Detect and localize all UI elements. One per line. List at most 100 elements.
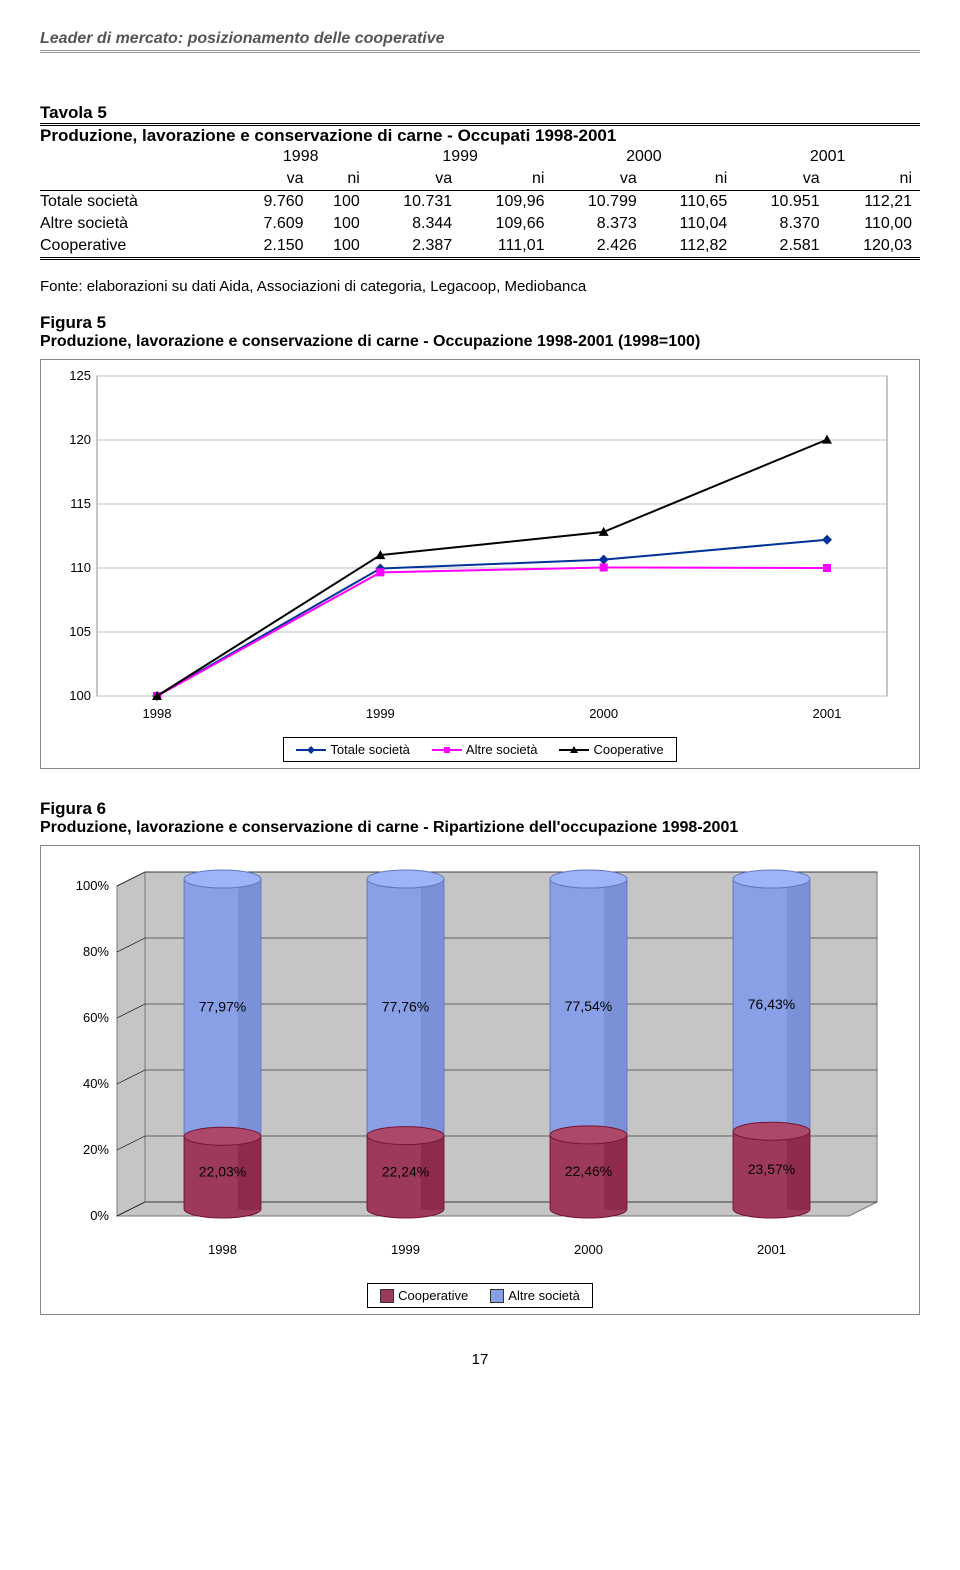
svg-text:77,97%: 77,97% (199, 999, 246, 1015)
svg-text:1999: 1999 (366, 706, 395, 721)
figura6-block: Figura 6 Produzione, lavorazione e conse… (40, 799, 920, 1315)
figura5-block: Figura 5 Produzione, lavorazione e conse… (40, 313, 920, 769)
fig5-title: Produzione, lavorazione e conservazione … (40, 333, 920, 351)
svg-text:110: 110 (70, 560, 91, 575)
svg-text:1998: 1998 (143, 706, 172, 721)
cell: 8.344 (368, 213, 460, 235)
cell: 111,01 (460, 235, 552, 257)
cell: 109,66 (460, 213, 552, 235)
row-label: Cooperative (40, 235, 234, 257)
row-label: Totale società (40, 191, 234, 214)
cell: 120,03 (828, 235, 920, 257)
legend-label: Altre società (466, 742, 538, 757)
cell: 10.799 (552, 191, 644, 214)
legend-swatch (490, 1289, 504, 1303)
svg-text:2001: 2001 (813, 706, 842, 721)
cell: 110,65 (645, 191, 735, 214)
cell: 100 (312, 235, 368, 257)
sub-col: ni (645, 168, 735, 191)
legend-label: Cooperative (398, 1288, 468, 1303)
sub-col: va (234, 168, 312, 191)
sub-col: ni (828, 168, 920, 191)
tavola-table: 1998 1999 2000 2001 va ni va ni va ni va… (40, 146, 920, 257)
sub-col: va (735, 168, 827, 191)
year-col: 1999 (368, 146, 553, 168)
cell: 10.731 (368, 191, 460, 214)
cell: 8.373 (552, 213, 644, 235)
svg-text:100: 100 (69, 688, 91, 703)
cell: 2.387 (368, 235, 460, 257)
cylinder-chart-svg: 0%20%40%60%80%100%77,97%22,03%199877,76%… (47, 852, 907, 1272)
legend-label: Totale società (330, 742, 410, 757)
fig6-legend: Cooperative Altre società (367, 1283, 593, 1308)
svg-text:76,43%: 76,43% (748, 996, 795, 1012)
cell: 2.426 (552, 235, 644, 257)
svg-text:2000: 2000 (574, 1242, 603, 1257)
page-number: 17 (40, 1351, 920, 1368)
legend-item: Altre società (432, 742, 538, 757)
svg-text:23,57%: 23,57% (748, 1161, 795, 1177)
cell: 112,82 (645, 235, 735, 257)
tavola-label: Tavola 5 (40, 103, 920, 123)
fig5-legend: Totale società Altre società Cooperative (283, 737, 676, 762)
table-row: Cooperative2.1501002.387111,012.426112,8… (40, 235, 920, 257)
legend-label: Altre società (508, 1288, 580, 1303)
cell: 110,04 (645, 213, 735, 235)
cell: 8.370 (735, 213, 827, 235)
svg-text:120: 120 (69, 432, 91, 447)
svg-text:1999: 1999 (391, 1242, 420, 1257)
svg-text:60%: 60% (83, 1010, 109, 1025)
svg-text:115: 115 (70, 496, 91, 511)
sub-col: ni (460, 168, 552, 191)
sub-col: va (552, 168, 644, 191)
svg-text:2000: 2000 (589, 706, 618, 721)
fig6-title: Produzione, lavorazione e conservazione … (40, 819, 920, 837)
svg-text:100%: 100% (76, 878, 110, 893)
year-col: 2001 (735, 146, 920, 168)
svg-text:77,54%: 77,54% (565, 998, 612, 1014)
svg-text:80%: 80% (83, 944, 109, 959)
row-label: Altre società (40, 213, 234, 235)
page-header: Leader di mercato: posizionamento delle … (40, 30, 920, 53)
header-title: Leader di mercato: posizionamento delle … (40, 30, 445, 47)
svg-text:2001: 2001 (757, 1242, 786, 1257)
svg-text:22,03%: 22,03% (199, 1164, 246, 1180)
sub-col: va (368, 168, 460, 191)
cell: 9.760 (234, 191, 312, 214)
line-chart-svg: 100 105 110 115 120 125 1998 1999 2000 2001 (47, 366, 907, 726)
svg-text:77,76%: 77,76% (382, 998, 429, 1014)
cell: 10.951 (735, 191, 827, 214)
svg-text:105: 105 (69, 624, 91, 639)
cell: 2.150 (234, 235, 312, 257)
year-col: 1998 (234, 146, 368, 168)
svg-text:125: 125 (69, 368, 91, 383)
svg-text:22,24%: 22,24% (382, 1163, 429, 1179)
cell: 100 (312, 213, 368, 235)
cell: 112,21 (828, 191, 920, 214)
fig6-chart: 0%20%40%60%80%100%77,97%22,03%199877,76%… (40, 845, 920, 1315)
fig5-label: Figura 5 (40, 313, 920, 333)
svg-text:22,46%: 22,46% (565, 1163, 612, 1179)
svg-text:20%: 20% (83, 1142, 109, 1157)
svg-text:1998: 1998 (208, 1242, 237, 1257)
svg-text:0%: 0% (90, 1208, 109, 1223)
tavola-title: Produzione, lavorazione e conservazione … (40, 126, 920, 146)
table-row: Altre società7.6091008.344109,668.373110… (40, 213, 920, 235)
cell: 7.609 (234, 213, 312, 235)
fonte-text: Fonte: elaborazioni su dati Aida, Associ… (40, 278, 920, 295)
legend-label: Cooperative (593, 742, 663, 757)
cell: 109,96 (460, 191, 552, 214)
legend-item: Cooperative (380, 1288, 468, 1303)
legend-swatch (380, 1289, 394, 1303)
cell: 100 (312, 191, 368, 214)
legend-item: Cooperative (559, 742, 663, 757)
cell: 110,00 (828, 213, 920, 235)
legend-item: Altre società (490, 1288, 580, 1303)
fig6-label: Figura 6 (40, 799, 920, 819)
cell: 2.581 (735, 235, 827, 257)
sub-col: ni (312, 168, 368, 191)
legend-item: Totale società (296, 742, 410, 757)
fig5-chart: 100 105 110 115 120 125 1998 1999 2000 2001 Total… (40, 359, 920, 769)
table-row: Totale società9.76010010.731109,9610.799… (40, 191, 920, 214)
year-col: 2000 (552, 146, 735, 168)
